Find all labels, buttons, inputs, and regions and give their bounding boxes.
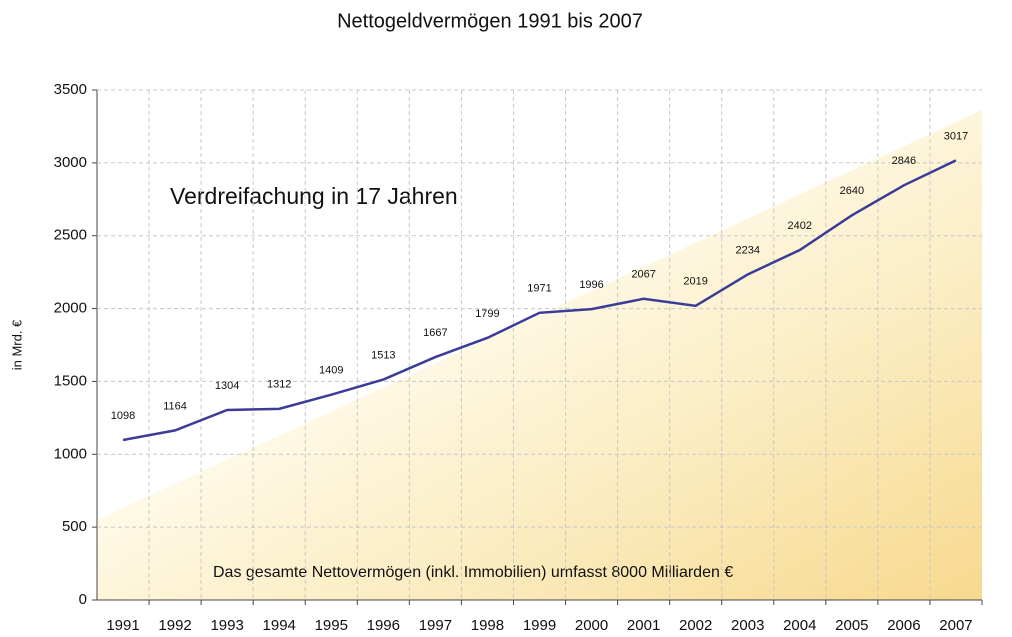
x-tick-label: 2007 (939, 617, 972, 634)
x-tick-label: 2001 (627, 617, 660, 634)
x-tick-label: 1998 (471, 617, 504, 634)
y-tick-label: 500 (62, 518, 87, 535)
data-label: 1996 (579, 279, 603, 291)
y-tick-label: 2000 (54, 300, 87, 317)
x-tick-label: 1992 (158, 617, 191, 634)
data-label: 2234 (735, 244, 759, 256)
data-label: 1667 (423, 327, 447, 339)
y-tick-label: 2500 (54, 227, 87, 244)
x-tick-label: 1999 (523, 617, 556, 634)
data-label: 1513 (371, 349, 395, 361)
annotation: Verdreifachung in 17 Jahren (170, 183, 458, 209)
data-label: 1409 (319, 365, 343, 377)
data-label: 1098 (111, 410, 135, 422)
background-gradient (97, 110, 982, 600)
data-label: 2019 (683, 276, 707, 288)
data-label: 2846 (892, 155, 916, 167)
x-tick-label: 2000 (575, 617, 608, 634)
annotation: Das gesamte Nettovermögen (inkl. Immobil… (213, 564, 733, 581)
chart-title: Nettogeldvermögen 1991 bis 2007 (337, 10, 643, 32)
x-tick-label: 2003 (731, 617, 764, 634)
x-tick-label: 1996 (367, 617, 400, 634)
data-label: 2640 (840, 185, 864, 197)
x-tick-label: 1994 (263, 617, 296, 634)
data-label: 2402 (788, 220, 812, 232)
data-label: 1304 (215, 380, 239, 392)
y-tick-label: 3000 (54, 154, 87, 171)
x-tick-label: 2002 (679, 617, 712, 634)
x-tick-label: 1995 (315, 617, 348, 634)
data-label: 1799 (475, 308, 499, 320)
x-tick-label: 2006 (887, 617, 920, 634)
y-tick-label: 1000 (54, 445, 87, 462)
data-label: 3017 (944, 130, 968, 142)
data-label: 1971 (527, 283, 551, 295)
x-tick-label: 2004 (783, 617, 816, 634)
data-label: 1312 (267, 379, 291, 391)
y-tick-label: 1500 (54, 372, 87, 389)
x-tick-label: 1997 (419, 617, 452, 634)
x-tick-label: 1991 (106, 617, 139, 634)
data-line (122, 159, 957, 442)
y-tick-label: 0 (79, 591, 87, 608)
x-tick-label: 2005 (835, 617, 868, 634)
data-label: 2067 (631, 269, 655, 281)
x-tick-label: 1993 (210, 617, 243, 634)
y-tick-label: 3500 (54, 81, 87, 98)
y-axis-label: in Mrd. € (9, 319, 24, 370)
data-label: 1164 (163, 400, 187, 412)
